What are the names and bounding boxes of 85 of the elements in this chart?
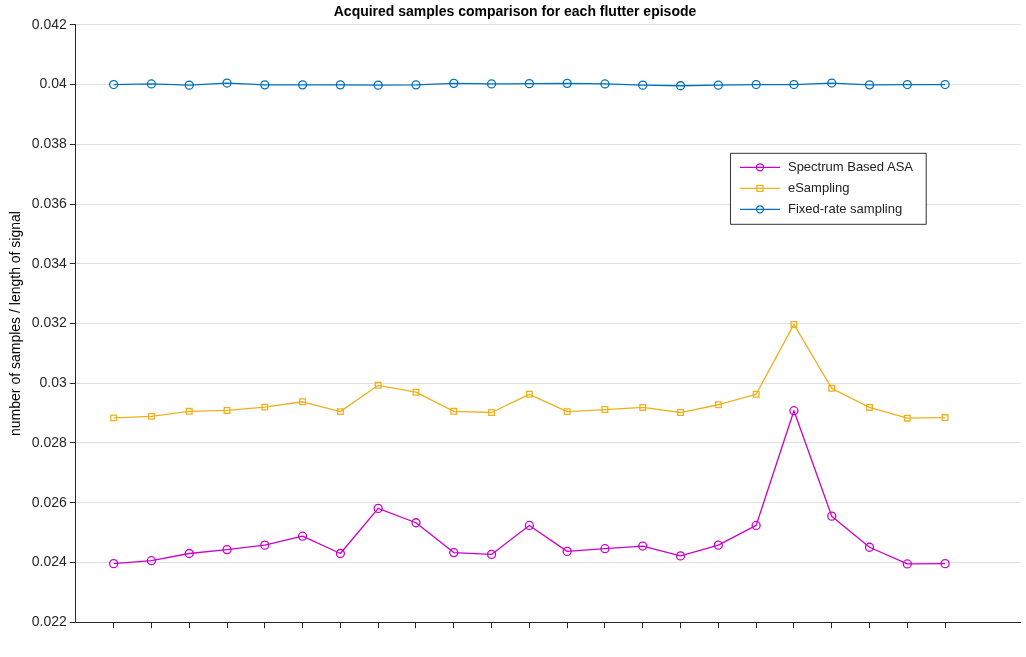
- point: [562, 78, 572, 88]
- point: [713, 80, 723, 90]
- y-tick-label: 0.038: [31, 135, 68, 152]
- point: [713, 540, 723, 550]
- point: [639, 403, 647, 411]
- point: [563, 408, 571, 416]
- point: [789, 406, 799, 416]
- point: [638, 541, 648, 551]
- point: [488, 409, 496, 416]
- y-tick-label: 0.032: [31, 314, 68, 331]
- point: [941, 414, 949, 422]
- legend-label: Spectrum Based ASA: [787, 158, 914, 174]
- y-tick-label: 0.036: [31, 194, 68, 211]
- y-tick-label: 0.024: [31, 553, 68, 570]
- point: [335, 548, 346, 559]
- point: [261, 403, 269, 411]
- point: [449, 547, 459, 558]
- point: [525, 390, 533, 398]
- point: [864, 542, 875, 552]
- point: [412, 388, 420, 396]
- point: [184, 548, 194, 559]
- y-tick-label: 0.042: [31, 15, 68, 32]
- point: [601, 406, 609, 413]
- point: [486, 79, 497, 89]
- point: [677, 409, 685, 416]
- point: [790, 320, 798, 328]
- y-axis-title: number of samples / length of signal: [7, 211, 24, 436]
- point: [902, 79, 912, 90]
- y-tick-label: 0.034: [31, 254, 68, 271]
- point: [411, 80, 421, 90]
- point: [751, 79, 761, 90]
- point: [299, 398, 307, 406]
- y-tick-label: 0.03: [39, 374, 68, 391]
- point: [373, 503, 383, 514]
- point: [449, 78, 459, 88]
- point: [600, 544, 610, 554]
- point: [600, 79, 610, 89]
- point: [675, 81, 686, 91]
- point: [147, 412, 155, 420]
- point: [486, 549, 497, 560]
- legend-label: Fixed-rate sampling: [787, 200, 903, 216]
- point: [524, 78, 535, 89]
- point: [297, 80, 308, 90]
- point: [260, 80, 270, 90]
- point: [827, 78, 837, 88]
- y-tick-label: 0.026: [31, 493, 68, 510]
- y-tick-label: 0.04: [39, 75, 68, 92]
- point: [336, 408, 344, 416]
- point: [940, 559, 950, 569]
- point: [751, 520, 761, 531]
- point: [902, 559, 912, 569]
- point: [864, 80, 875, 90]
- point: [903, 414, 911, 422]
- point: [184, 80, 194, 90]
- point: [374, 381, 382, 389]
- point: [450, 407, 458, 415]
- y-tick-label: 0.028: [31, 433, 68, 450]
- point: [940, 79, 950, 90]
- point: [108, 79, 119, 90]
- y-tick-label: 0.022: [31, 613, 68, 630]
- point: [638, 80, 648, 90]
- point: [789, 79, 799, 90]
- chart-title: Acquired samples comparison for each flutter episode: [333, 3, 697, 20]
- point: [260, 540, 270, 550]
- point: [752, 390, 760, 398]
- point: [675, 551, 686, 561]
- point: [714, 401, 722, 409]
- point: [108, 559, 119, 569]
- point: [146, 79, 157, 89]
- point: [185, 407, 193, 415]
- point: [146, 556, 157, 566]
- point: [827, 511, 837, 521]
- point: [524, 520, 535, 531]
- point: [866, 403, 873, 411]
- point: [222, 544, 232, 555]
- point: [411, 518, 421, 528]
- point: [828, 384, 836, 392]
- point: [223, 406, 231, 414]
- point: [222, 78, 232, 88]
- point: [335, 80, 346, 90]
- point: [373, 80, 383, 90]
- point: [562, 546, 572, 557]
- point: [297, 531, 308, 541]
- point: [110, 414, 118, 422]
- legend-label: eSampling: [787, 179, 850, 195]
